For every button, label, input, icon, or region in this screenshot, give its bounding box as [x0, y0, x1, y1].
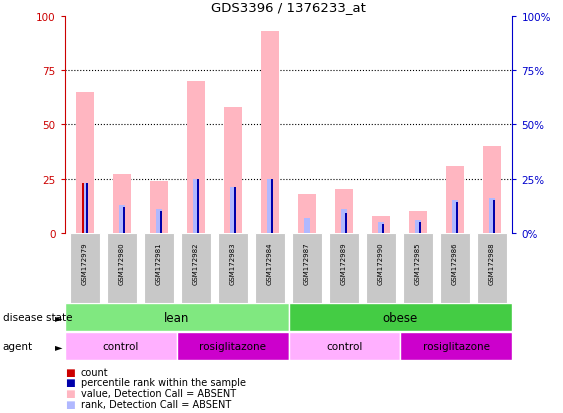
Bar [123, 207, 126, 233]
Text: count: count [81, 367, 108, 377]
Text: rosiglitazone: rosiglitazone [199, 341, 266, 351]
Text: ■: ■ [65, 399, 74, 409]
Bar [144, 233, 174, 304]
Text: GSM172983: GSM172983 [230, 242, 236, 284]
Bar [292, 233, 322, 304]
Text: GSM172982: GSM172982 [193, 242, 199, 284]
Bar [366, 233, 396, 304]
Bar [329, 233, 359, 304]
Bar [345, 214, 347, 233]
Bar [177, 332, 289, 360]
Text: control: control [102, 341, 139, 351]
Text: rank, Detection Call = ABSENT: rank, Detection Call = ABSENT [81, 399, 231, 409]
Bar [160, 211, 162, 233]
Bar [187, 82, 205, 233]
Text: GSM172990: GSM172990 [378, 242, 384, 284]
Bar [489, 199, 495, 233]
Bar [456, 203, 458, 233]
Bar [218, 233, 248, 304]
Text: ►: ► [55, 341, 63, 351]
Text: percentile rank within the sample: percentile rank within the sample [81, 377, 245, 387]
Bar [298, 195, 316, 233]
Bar [419, 223, 421, 233]
Bar [65, 304, 289, 332]
Text: GSM172985: GSM172985 [415, 242, 421, 284]
Bar [267, 179, 274, 233]
Bar [76, 93, 95, 233]
Bar [261, 32, 279, 233]
Bar [70, 233, 100, 304]
Text: GSM172986: GSM172986 [452, 242, 458, 284]
Bar [82, 183, 88, 233]
Bar [197, 179, 199, 233]
Bar [107, 233, 137, 304]
Text: ■: ■ [65, 367, 74, 377]
Bar [82, 183, 84, 233]
Text: ■: ■ [65, 388, 74, 398]
Bar [234, 188, 236, 233]
Text: ►: ► [55, 313, 63, 323]
Text: agent: agent [3, 341, 33, 351]
Bar [255, 233, 285, 304]
Bar [382, 225, 385, 233]
Bar [477, 233, 507, 304]
Bar [493, 201, 495, 233]
Bar [150, 181, 168, 233]
Text: rosiglitazone: rosiglitazone [423, 341, 490, 351]
Text: GSM172984: GSM172984 [267, 242, 273, 284]
Bar [119, 205, 126, 233]
Bar [271, 179, 274, 233]
Bar [341, 209, 347, 233]
Bar [303, 218, 310, 233]
Text: GSM172988: GSM172988 [489, 242, 495, 284]
Text: disease state: disease state [3, 313, 72, 323]
Bar [440, 233, 470, 304]
Bar [335, 190, 353, 233]
Bar [113, 175, 131, 233]
Bar [193, 179, 199, 233]
Bar [372, 216, 390, 233]
Bar [156, 209, 162, 233]
Text: GSM172987: GSM172987 [304, 242, 310, 284]
Bar [403, 233, 433, 304]
Text: ■: ■ [65, 377, 74, 387]
Bar [378, 223, 385, 233]
Bar [400, 332, 512, 360]
Bar [446, 166, 464, 233]
Bar [415, 221, 421, 233]
Text: control: control [327, 341, 363, 351]
Bar [65, 332, 177, 360]
Text: GSM172989: GSM172989 [341, 242, 347, 284]
Title: GDS3396 / 1376233_at: GDS3396 / 1376233_at [211, 1, 366, 14]
Text: value, Detection Call = ABSENT: value, Detection Call = ABSENT [81, 388, 236, 398]
Text: lean: lean [164, 311, 189, 324]
Bar [289, 332, 400, 360]
Bar [482, 147, 501, 233]
Text: GSM172979: GSM172979 [82, 242, 88, 284]
Bar [181, 233, 211, 304]
Text: GSM172980: GSM172980 [119, 242, 125, 284]
Bar [86, 183, 88, 233]
Bar [409, 211, 427, 233]
Text: GSM172981: GSM172981 [156, 242, 162, 284]
Bar [224, 107, 242, 233]
Bar [452, 201, 458, 233]
Bar [289, 304, 512, 332]
Text: obese: obese [383, 311, 418, 324]
Bar [230, 188, 236, 233]
